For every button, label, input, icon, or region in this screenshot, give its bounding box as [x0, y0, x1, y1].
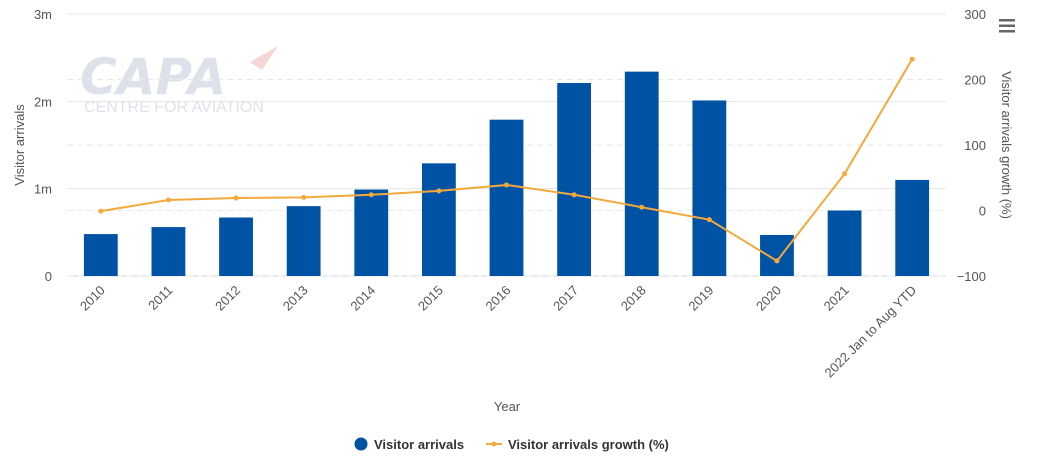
x-tick-label: 2019 [685, 283, 716, 314]
bar[interactable] [421, 163, 456, 276]
x-tick-label: 2015 [415, 283, 446, 314]
x-tick-label: 2020 [753, 283, 784, 314]
growth-point[interactable] [842, 171, 848, 177]
y-tick-label: 1m [34, 182, 52, 197]
bar[interactable] [760, 234, 794, 276]
x-tick-label: 2018 [618, 283, 649, 314]
x-tick-label: 2011 [145, 283, 175, 313]
legend-item-visitor-arrivals-growth[interactable]: Visitor arrivals growth (%) [486, 437, 669, 452]
y-axis-right-ticks: −100 0 100 200 300 [957, 7, 986, 284]
bar[interactable] [557, 82, 592, 276]
x-axis-title: Year [494, 399, 521, 414]
x-axis-ticks: 2010 2011 2012 2013 2014 2015 2016 2017 2018 2019… [77, 283, 919, 381]
legend-label-visitor-arrivals-growth: Visitor arrivals growth (%) [508, 437, 669, 452]
bar[interactable] [219, 217, 253, 276]
legend-label-visitor-arrivals: Visitor arrivals [374, 437, 464, 452]
y-tick-label: 3m [34, 7, 52, 22]
x-tick-label: 2016 [483, 283, 514, 314]
legend-marker-dot [491, 441, 497, 447]
growth-point[interactable] [571, 192, 577, 198]
y2-axis-title: Visitor arrivals growth (%) [999, 71, 1014, 219]
y-axis-left-ticks: 0 1m 2m 3m [34, 7, 52, 284]
growth-point[interactable] [909, 56, 915, 62]
bar[interactable] [286, 206, 321, 276]
logo-swoosh-icon [250, 46, 278, 70]
growth-point[interactable] [774, 258, 780, 264]
growth-point[interactable] [706, 217, 712, 223]
y2-tick-label: 300 [964, 7, 986, 22]
growth-point[interactable] [639, 204, 645, 210]
bar[interactable] [354, 189, 389, 276]
bar[interactable] [624, 71, 659, 276]
growth-point[interactable] [98, 208, 104, 214]
legend: Visitor arrivals Visitor arrivals growth… [354, 437, 669, 452]
growth-point[interactable] [301, 194, 307, 200]
growth-point[interactable] [368, 192, 374, 198]
hamburger-menu-icon[interactable] [996, 16, 1018, 36]
bar[interactable] [489, 119, 524, 276]
growth-point[interactable] [233, 195, 239, 201]
y2-tick-label: −100 [957, 269, 986, 284]
x-tick-label: 2010 [77, 283, 108, 314]
y2-tick-label: 200 [964, 73, 986, 88]
y-tick-label: 0 [45, 269, 52, 284]
bar[interactable] [827, 210, 862, 277]
x-tick-label: 2013 [280, 283, 311, 314]
legend-item-visitor-arrivals[interactable]: Visitor arrivals [354, 437, 465, 452]
capa-logo-watermark: CAPA CENTRE FOR AVIATION [80, 46, 278, 116]
y-tick-label: 2m [34, 94, 52, 109]
x-tick-label: 2017 [550, 283, 581, 314]
logo-subtitle: CENTRE FOR AVIATION [84, 99, 264, 116]
legend-marker-bar [354, 437, 368, 451]
y2-tick-label: 0 [979, 204, 986, 219]
line-series [98, 56, 915, 264]
bar[interactable] [895, 179, 930, 276]
bar[interactable] [692, 100, 727, 277]
growth-point[interactable] [436, 188, 442, 194]
growth-point[interactable] [504, 182, 509, 188]
y2-tick-label: 100 [964, 138, 986, 153]
y-axis-title: Visitor arrivals [12, 104, 27, 186]
logo-wordmark: CAPA [80, 48, 226, 106]
bar[interactable] [151, 227, 186, 276]
bar-series [83, 71, 930, 277]
x-tick-label: 2014 [347, 283, 378, 314]
growth-point[interactable] [165, 197, 171, 203]
x-tick-label: 2012 [212, 283, 243, 314]
x-tick-label: 2021 [821, 283, 852, 314]
bar[interactable] [83, 234, 118, 276]
